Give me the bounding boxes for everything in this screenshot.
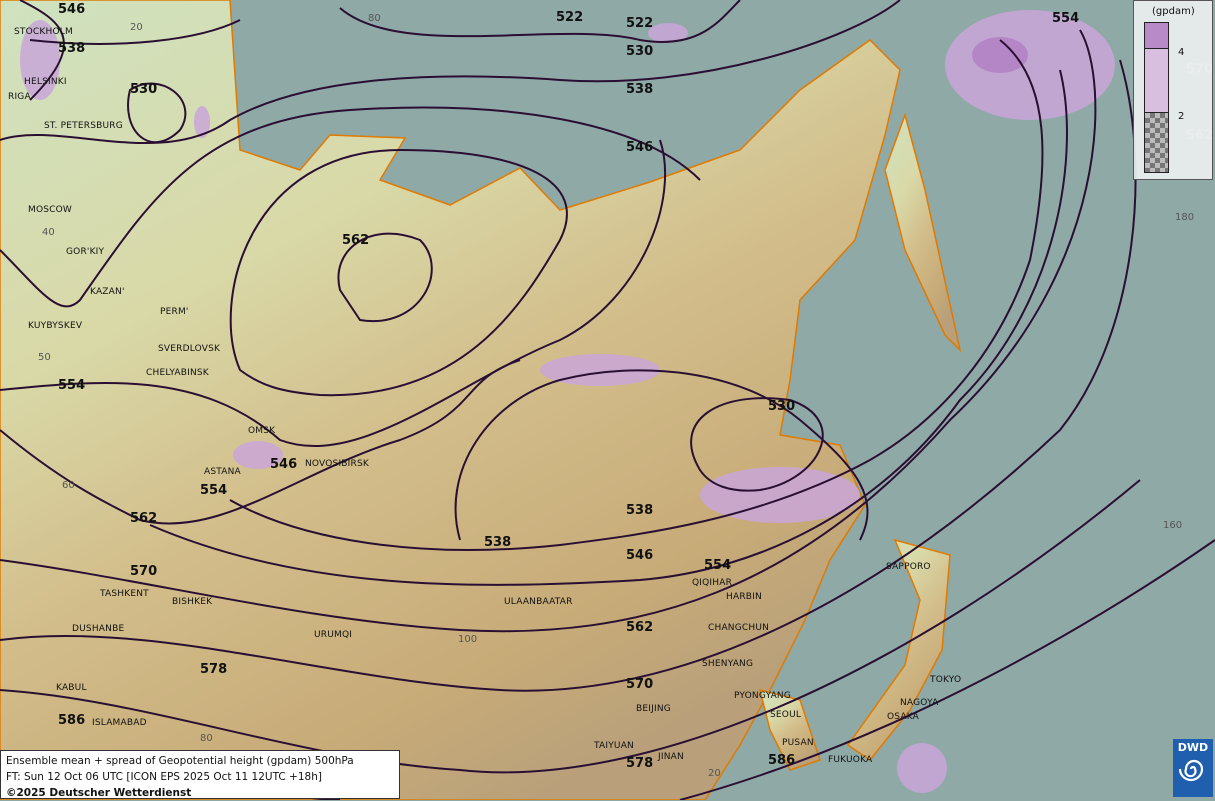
contour-label: 570 [130, 564, 158, 579]
city-label: KAZAN' [90, 287, 125, 297]
city-label: NAGOYA [900, 698, 939, 708]
spread-core [972, 37, 1028, 73]
city-label: SEOUL [770, 710, 802, 720]
contour-label: 538 [626, 82, 654, 97]
city-label: FUKUOKA [828, 755, 873, 765]
contour-label: 546 [626, 140, 654, 155]
dwd-logo: DWD [1173, 739, 1213, 797]
legend-tick: 4 [1178, 47, 1185, 58]
graticule-label: 60 [62, 480, 75, 491]
city-label: KABUL [56, 683, 87, 693]
contour-label: 562 [626, 620, 654, 635]
city-label: ASTANA [204, 467, 241, 477]
city-label: HELSINKI [24, 77, 67, 87]
city-label: TOKYO [930, 675, 962, 685]
city-label: HARBIN [726, 592, 762, 602]
city-label: MOSCOW [28, 205, 73, 215]
graticule-label: 40 [42, 227, 55, 238]
city-label: GOR'KIY [66, 247, 105, 257]
legend-swatch-high [1144, 22, 1169, 49]
contour-label: 522 [556, 10, 584, 25]
spread-areas [20, 10, 1115, 793]
map-info-box: Ensemble mean + spread of Geopotential h… [0, 750, 400, 799]
graticule-label: 100 [458, 634, 478, 645]
contour-label: 546 [626, 548, 654, 563]
city-label: RIGA [8, 92, 31, 102]
city-label: URUMQI [314, 630, 353, 640]
city-label: STOCKHOLM [14, 27, 73, 37]
contour-label: 530 [130, 82, 158, 97]
city-label: NOVOSIBIRSK [305, 459, 370, 469]
graticule-label: 80 [200, 733, 213, 744]
legend-swatch-low [1144, 112, 1169, 173]
city-label: DUSHANBE [72, 624, 125, 634]
graticule-label: 50 [38, 352, 51, 363]
legend-unit: (gpdam) [1152, 6, 1195, 17]
contour-label: 586 [768, 753, 796, 768]
spread-legend: (gpdam) 4 2 [1133, 0, 1213, 180]
map-title: Ensemble mean + spread of Geopotential h… [6, 755, 354, 767]
contour-label: 562 [342, 233, 370, 248]
contour-label: 570 [626, 677, 654, 692]
contour-label: 538 [626, 503, 654, 518]
land [0, 0, 962, 800]
city-label: JINAN [658, 752, 684, 762]
graticule-label: 20 [130, 22, 143, 33]
city-label: KUYBYSKEV [28, 321, 83, 331]
contour-label: 546 [58, 2, 86, 17]
city-label: BEIJING [636, 704, 671, 714]
city-label: QIQIHAR [692, 578, 733, 588]
city-label: PYONGYANG [734, 691, 792, 701]
city-label: SHENYANG [702, 659, 754, 669]
logo-text: DWD [1177, 741, 1209, 754]
contour-label: 530 [626, 44, 654, 59]
contour-label: 546 [270, 457, 298, 472]
graticule-label: 80 [368, 13, 381, 24]
legend-swatch-mid [1144, 48, 1169, 113]
contour-label: 554 [58, 378, 86, 393]
dwd-swirl-icon [1178, 759, 1204, 782]
city-label: OMSK [248, 426, 276, 436]
city-label: ISLAMABAD [92, 718, 147, 728]
city-label: PUSAN [782, 738, 814, 748]
contour-label: 578 [200, 662, 228, 677]
city-label: OSAKA [887, 712, 920, 722]
contour-label: 554 [200, 483, 228, 498]
city-label: TAIYUAN [594, 741, 634, 751]
contour-label: 562 [130, 511, 158, 526]
graticule-label: 20 [708, 768, 721, 779]
graticule-label: 180 [1175, 212, 1195, 223]
contour-label: 578 [626, 756, 654, 771]
contour-label: 522 [626, 16, 654, 31]
contour-label: 554 [1052, 11, 1080, 26]
graticule-label: 160 [1163, 520, 1183, 531]
city-label: PERM' [160, 307, 189, 317]
city-label: CHELYABINSK [146, 368, 209, 378]
contour-label: 538 [58, 41, 86, 56]
legend-tick: 2 [1178, 111, 1185, 122]
city-label: SVERDLOVSK [158, 344, 221, 354]
contour-label: 538 [484, 535, 512, 550]
contour-label: 530 [768, 399, 796, 414]
city-label: ST. PETERSBURG [44, 121, 123, 131]
city-label: TASHKENT [100, 589, 149, 599]
city-label: ULAANBAATAR [504, 597, 573, 607]
contour-label: 586 [58, 713, 86, 728]
city-label: SAPPORO [886, 562, 931, 572]
contour-label: 554 [704, 558, 732, 573]
city-label: CHANGCHUN [708, 623, 770, 633]
copyright: ©2025 Deutscher Wetterdienst [6, 787, 192, 799]
forecast-time: FT: Sun 12 Oct 06 UTC [ICON EPS 2025 Oct… [6, 771, 322, 783]
city-label: BISHKEK [172, 597, 213, 607]
